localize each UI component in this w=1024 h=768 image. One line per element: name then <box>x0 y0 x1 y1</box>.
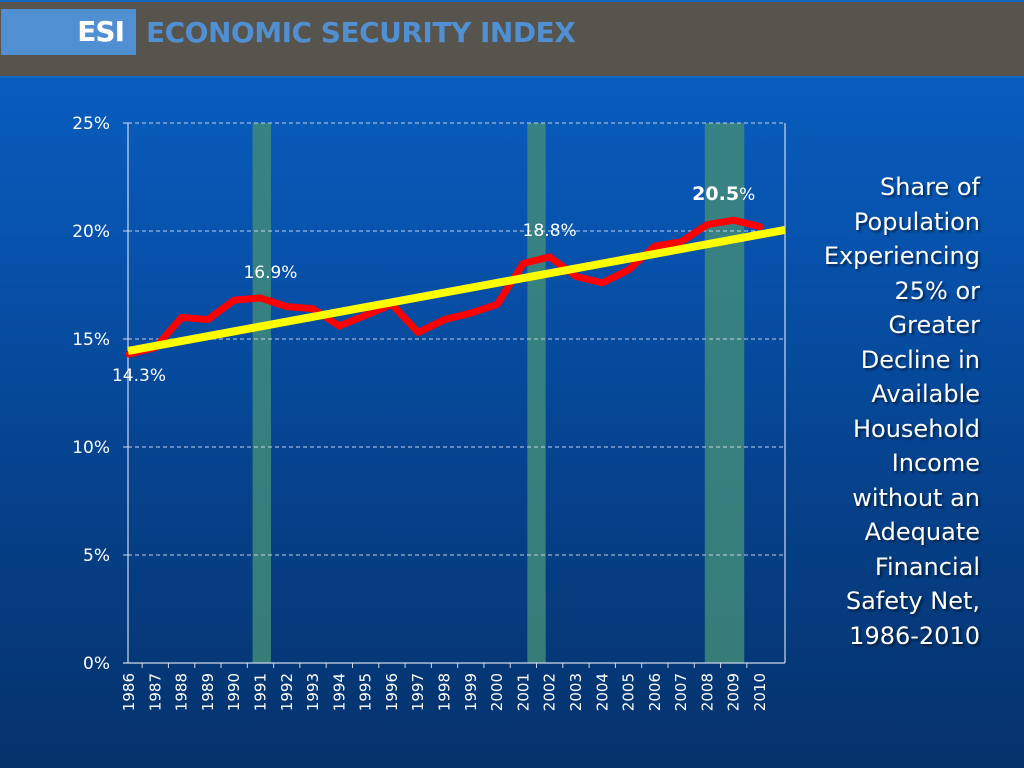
x-tick-label: 2005 <box>620 673 638 711</box>
caption-line: Household <box>852 414 980 443</box>
x-tick-label: 1989 <box>199 673 217 711</box>
y-tick-label: 20% <box>72 222 110 242</box>
x-tick-label: 1995 <box>357 673 375 711</box>
x-tick-label: 2009 <box>725 673 743 711</box>
x-tick-label: 1997 <box>409 673 427 711</box>
trend-line <box>127 225 786 355</box>
caption-line: 1986-2010 <box>849 621 980 650</box>
caption-line: Decline in <box>860 345 980 374</box>
chart: 0% 5% 10% 15% 20% 25% 1986 1987 1988 1989 1990 1991… <box>72 114 786 711</box>
y-tick-label: 5% <box>83 546 110 566</box>
caption-line: Experiencing <box>823 242 980 270</box>
x-tick-label: 1993 <box>304 673 322 711</box>
data-label: 18.8% <box>523 221 577 241</box>
x-tick-label: 1987 <box>146 673 164 711</box>
x-tick-label: 2008 <box>698 673 716 711</box>
x-tick-label: 2004 <box>593 673 611 711</box>
recession-band <box>252 123 271 663</box>
header-bar: ESI ECONOMIC SECURITY INDEX <box>0 0 1024 78</box>
x-tick-label: 2006 <box>646 673 664 711</box>
x-tick-label: 1999 <box>462 673 480 711</box>
x-tick-label: 2010 <box>751 673 769 711</box>
data-label: 14.3% <box>112 366 166 386</box>
caption-line: Safety Net, <box>845 587 980 615</box>
logo-text: ESI <box>77 15 125 48</box>
x-tick-label: 1996 <box>383 673 401 711</box>
x-tick-label: 2007 <box>672 673 690 711</box>
x-tick-label: 1990 <box>225 673 243 711</box>
caption-line: Share of <box>879 173 980 201</box>
x-tick-label: 1994 <box>330 673 348 711</box>
data-label-value: 20.5 <box>692 183 739 205</box>
x-tick-label: 1991 <box>251 673 269 711</box>
data-label: 20.5% <box>692 183 755 205</box>
caption-line: Financial <box>874 552 980 581</box>
x-tick-label: 1988 <box>173 673 191 711</box>
data-label: 16.9% <box>243 263 297 283</box>
x-tick-label: 2003 <box>567 673 585 711</box>
y-tick-label: 15% <box>72 330 110 350</box>
y-tick-label: 10% <box>72 438 110 458</box>
data-label-suffix: % <box>739 185 755 205</box>
x-tick-label: 1986 <box>120 673 138 711</box>
caption-line: Income <box>891 449 980 477</box>
caption-line: 25% or <box>894 276 980 305</box>
x-tick-label: 2002 <box>541 673 559 711</box>
x-tick-label: 1992 <box>278 673 296 711</box>
x-tick-label: 2001 <box>514 673 532 711</box>
recession-band <box>527 123 546 663</box>
x-tick-label: 1998 <box>436 673 454 711</box>
chart-caption: Share of Population Experiencing 25% or Grea… <box>760 170 980 653</box>
y-tick-label: 0% <box>83 654 110 674</box>
esi-logo: ESI <box>1 9 136 55</box>
x-tick-label: 2000 <box>488 673 506 711</box>
caption-line: Available <box>871 380 980 408</box>
recession-band <box>704 123 745 663</box>
header-title: ECONOMIC SECURITY INDEX <box>146 16 576 49</box>
caption-line: Population <box>853 207 980 236</box>
y-tick-label: 25% <box>72 114 110 134</box>
caption-line: Greater <box>888 311 980 339</box>
caption-line: without an <box>852 483 980 512</box>
caption-line: Adequate <box>864 518 980 546</box>
